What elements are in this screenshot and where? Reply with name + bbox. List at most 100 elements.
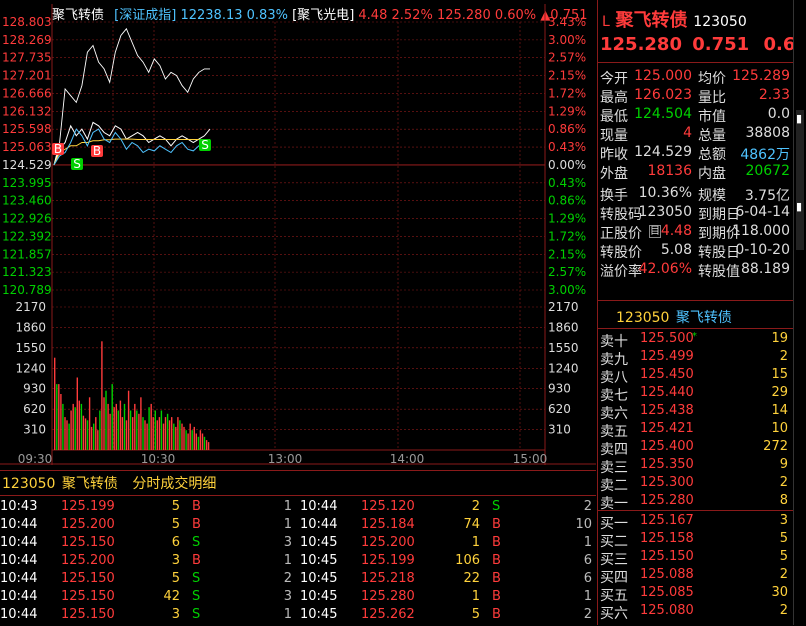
volume-bar xyxy=(183,426,185,450)
orderbook-row[interactable]: 卖六 125.438 14 xyxy=(600,403,792,422)
volume-tick-label: 1550 xyxy=(15,341,46,355)
quote-row: 溢价率 42.06% 转股值 88.189 xyxy=(600,261,792,280)
orderbook-row[interactable]: 卖二 125.300 2 xyxy=(600,475,792,494)
index-name: 深证成指 xyxy=(119,8,172,23)
volume-bar xyxy=(189,423,191,450)
orderbook-level-label: 卖十 xyxy=(600,334,628,350)
quote-value: 3.75亿 xyxy=(744,188,790,204)
orderbook-row[interactable]: 卖九 125.499 2 xyxy=(600,349,792,368)
orderbook-price: 125.450 xyxy=(640,367,694,382)
tick-time: 10:44 xyxy=(300,499,338,514)
volume-bar xyxy=(177,417,179,450)
quote-price: 125.280 xyxy=(600,34,682,55)
volume-bar xyxy=(99,410,101,450)
price-tick-label: 126.132 xyxy=(2,104,52,118)
volume-bar xyxy=(54,357,56,450)
orderbook-level-label: 卖八 xyxy=(600,370,628,386)
orderbook-code: 123050 xyxy=(616,310,670,326)
time-label: 10:30 xyxy=(141,452,176,466)
orderbook-row[interactable]: 卖十 125.500 19 * xyxy=(600,331,792,350)
volume-bar xyxy=(179,420,181,450)
scroll-marker-icon: ▮ xyxy=(796,112,803,125)
volume-bar xyxy=(72,403,74,450)
volume-tick-label: 1860 xyxy=(15,320,46,334)
tick-direction: B xyxy=(492,553,501,568)
volume-bar xyxy=(107,403,109,450)
tick-price: 125.200 xyxy=(61,517,115,532)
volume-bar xyxy=(62,403,64,450)
time-label: 13:00 xyxy=(268,452,303,466)
note-icon[interactable]: 目 xyxy=(649,225,661,238)
orderbook-row[interactable]: 买四 125.088 2 xyxy=(600,567,792,586)
tick-volume: 6 xyxy=(171,535,180,550)
quote-row: 正股价 4.48 到期价 118.000 xyxy=(600,223,792,242)
tick-volume: 5 xyxy=(171,499,180,514)
volume-bar xyxy=(84,418,87,450)
tick-price: 125.150 xyxy=(61,571,115,586)
tick-row: 10:44 125.150 3 S 1 xyxy=(0,607,596,625)
tick-direction: S xyxy=(192,589,201,604)
orderbook-row[interactable]: 卖七 125.440 29 xyxy=(600,385,792,404)
orderbook-row[interactable]: 买二 125.158 5 xyxy=(600,531,792,550)
bond-price: 125.280 xyxy=(436,8,491,23)
tick-volume: 3 xyxy=(171,553,180,568)
orderbook-level-label: 卖四 xyxy=(600,442,628,458)
price-tick-label: 121.857 xyxy=(2,247,52,261)
bond-change: ▲0.751 xyxy=(540,8,588,23)
tick-time: 10:45 xyxy=(300,553,338,568)
orderbook-row[interactable]: 买一 125.167 3 xyxy=(600,513,792,532)
orderbook-row[interactable]: 卖五 125.421 10 xyxy=(600,421,792,440)
tick-time: 10:45 xyxy=(300,571,338,586)
quote-value: 10.36% xyxy=(638,185,692,201)
orderbook-price: 125.400 xyxy=(640,439,694,454)
orderbook-volume: 29 xyxy=(771,385,788,400)
price-volume-chart[interactable]: 128.803 3.43% 128.269 3.00% 127.735 2.57% 127.… xyxy=(0,0,596,468)
orderbook-row[interactable]: 卖四 125.400 272 xyxy=(600,439,792,458)
intraday-chart-panel[interactable]: 聚飞转债 [深证成指] 12238.13 0.83% [聚飞光电] 4.48 2… xyxy=(0,0,596,468)
tick-volume: 22 xyxy=(463,571,480,586)
tick-row: 10:44 125.120 2 S 2 xyxy=(0,499,596,517)
tick-time: 10:44 xyxy=(0,535,38,550)
tick-price: 125.218 xyxy=(361,571,415,586)
volume-bar xyxy=(138,413,140,450)
volume-bar xyxy=(82,415,85,450)
tick-row: 10:45 125.218 22 B 6 xyxy=(0,571,596,589)
volume-tick-label: 620 xyxy=(23,402,46,416)
orderbook-row[interactable]: 卖一 125.280 8 xyxy=(600,493,792,512)
quote-value: 18136 xyxy=(647,163,692,179)
tick-row: 10:43 125.199 5 B 1 xyxy=(0,499,596,517)
quote-label: 外盘 xyxy=(600,166,628,182)
orderbook-row[interactable]: 买三 125.150 5 xyxy=(600,549,792,568)
tick-row: 10:44 125.200 3 B 1 xyxy=(0,553,596,571)
time-label: 09:30 xyxy=(18,452,53,466)
volume-bar xyxy=(119,400,122,450)
right-scrollbar[interactable]: ▮ ▮ xyxy=(793,0,806,625)
orderbook-row[interactable]: 买六 125.080 2 xyxy=(600,603,792,622)
volume-bar xyxy=(74,407,76,450)
trade-marker xyxy=(199,139,211,151)
price-tick-label: 123.460 xyxy=(2,194,52,208)
quote-label: 市值 xyxy=(698,109,726,125)
volume-bar xyxy=(136,410,138,450)
tick-price: 125.200 xyxy=(361,535,415,550)
price-tick-label: 125.598 xyxy=(2,122,52,136)
pct-tick-label: 1.29% xyxy=(548,104,586,118)
time-label: 14:00 xyxy=(390,452,425,466)
pct-tick-label: 3.43% xyxy=(548,15,586,29)
quote-label: 转股价 xyxy=(600,245,642,261)
volume-bar xyxy=(134,403,136,450)
trade-marker-label: S xyxy=(73,157,81,171)
orderbook-level-label: 卖五 xyxy=(600,424,628,440)
volume-bar xyxy=(197,436,200,450)
quote-value: 4862万 xyxy=(740,147,790,163)
quote-row: 换手 10.36% 规模 3.75亿 xyxy=(600,185,792,204)
orderbook-name: 聚飞转债 xyxy=(675,310,732,326)
orderbook-row[interactable]: 卖八 125.450 15 xyxy=(600,367,792,386)
volume-bar xyxy=(60,394,62,450)
tick-price: 125.150 xyxy=(61,589,115,604)
tick-count: 3 xyxy=(283,535,292,550)
orderbook-row[interactable]: 卖三 125.350 9 xyxy=(600,457,792,476)
volume-bar xyxy=(78,400,80,450)
tick-time: 10:44 xyxy=(300,517,338,532)
orderbook-row[interactable]: 买五 125.085 30 xyxy=(600,585,792,604)
